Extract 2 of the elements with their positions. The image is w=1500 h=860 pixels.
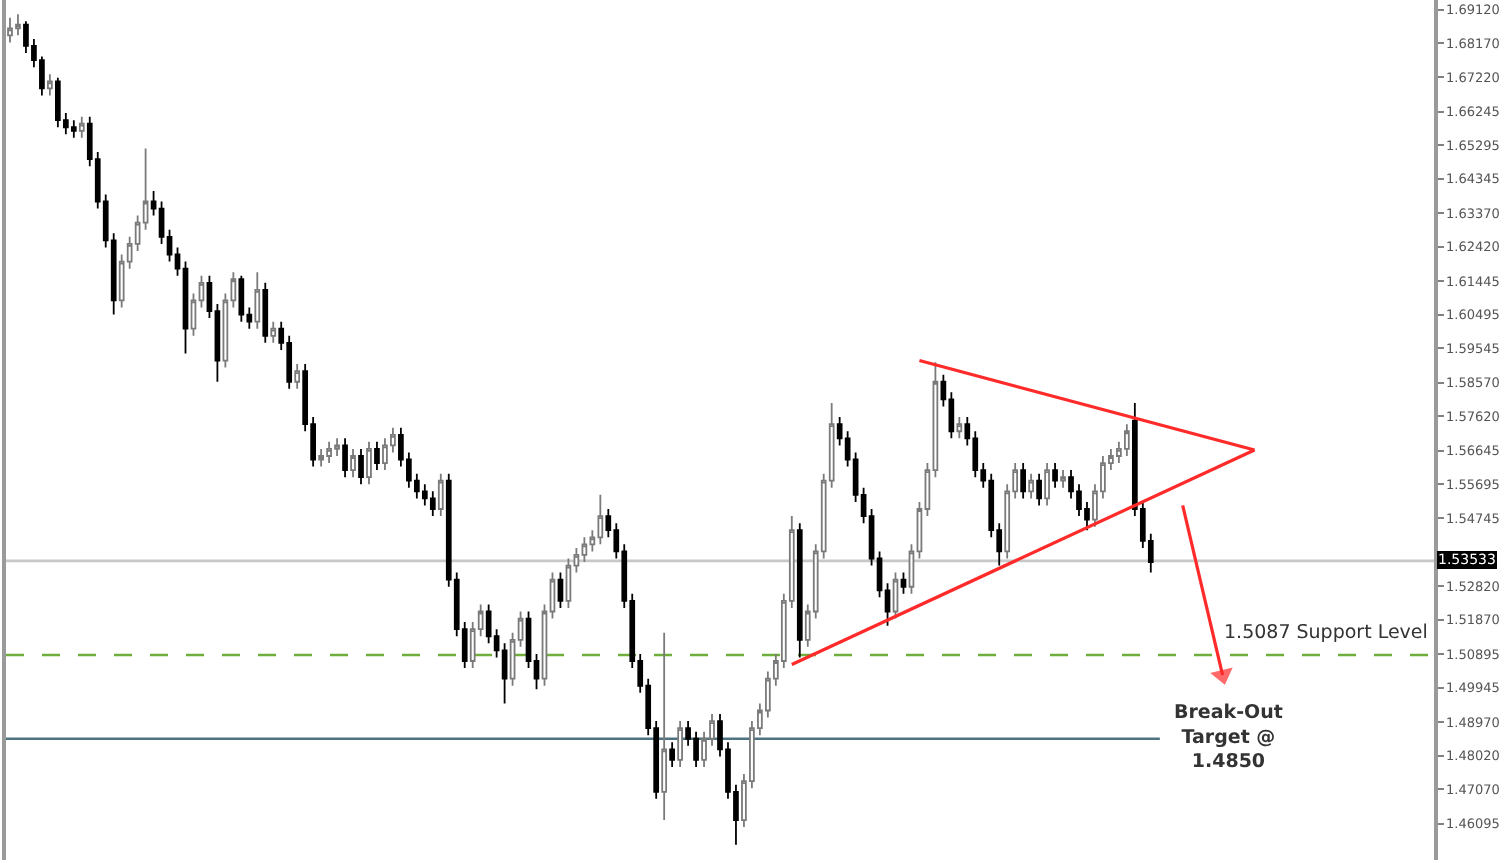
ref-line-label: 1.5087 Support Level	[1224, 622, 1428, 644]
ref-line-label: Break-Out Target @ 1.4850	[1174, 702, 1284, 774]
